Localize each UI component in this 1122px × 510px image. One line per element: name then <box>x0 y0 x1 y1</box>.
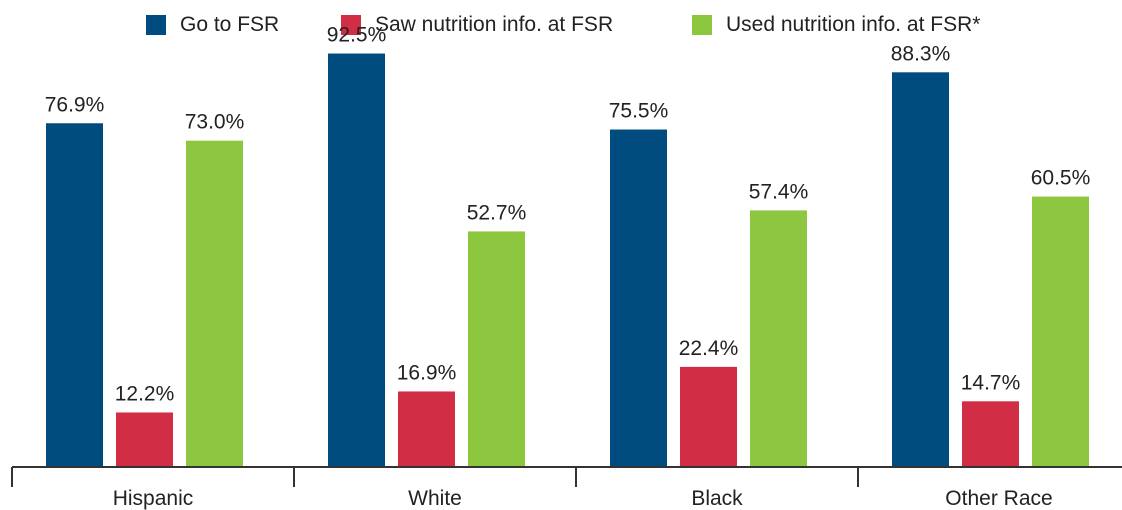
bar <box>398 391 455 467</box>
bar <box>116 412 173 467</box>
data-label: 16.9% <box>397 361 457 384</box>
bar <box>892 72 949 467</box>
x-tick-label: Other Race <box>945 487 1052 510</box>
legend-swatch-saw-nutrition-info <box>341 15 361 35</box>
x-tick-label: Black <box>691 487 743 510</box>
chart-legend: Go to FSR Saw nutrition info. at FSR Use… <box>0 8 1122 42</box>
bar <box>186 140 243 467</box>
legend-swatch-used-nutrition-info <box>692 15 712 35</box>
legend-label-used-nutrition-info: Used nutrition info. at FSR* <box>726 13 981 36</box>
x-tick-label: Hispanic <box>113 487 194 510</box>
data-label: 88.3% <box>891 42 951 65</box>
bar <box>46 123 103 467</box>
data-label: 60.5% <box>1031 167 1091 190</box>
legend-swatch-go-to-fsr <box>146 15 166 35</box>
data-label: 12.2% <box>115 382 175 405</box>
data-label: 92.5% <box>327 24 387 47</box>
bar <box>328 53 385 468</box>
legend-item-used-nutrition-info: Used nutrition info. at FSR* <box>692 8 980 42</box>
bar <box>962 401 1019 467</box>
x-tick-label: White <box>408 487 462 510</box>
legend-label-go-to-fsr: Go to FSR <box>180 13 280 36</box>
data-label: 22.4% <box>679 337 739 360</box>
bar <box>750 210 807 467</box>
legend-item-saw-nutrition-info: Saw nutrition info. at FSR <box>341 8 613 42</box>
bar <box>680 366 737 467</box>
data-label: 57.4% <box>749 180 809 203</box>
legend-label-saw-nutrition-info: Saw nutrition info. at FSR <box>375 13 614 36</box>
bar <box>468 231 525 467</box>
data-label: 76.9% <box>45 93 105 116</box>
data-label: 73.0% <box>185 111 245 134</box>
data-label: 14.7% <box>961 371 1021 394</box>
bar <box>610 129 667 467</box>
bar <box>1032 196 1089 467</box>
data-label: 75.5% <box>609 100 669 123</box>
data-label: 52.7% <box>467 201 527 224</box>
legend-item-go-to-fsr: Go to FSR <box>146 8 279 42</box>
